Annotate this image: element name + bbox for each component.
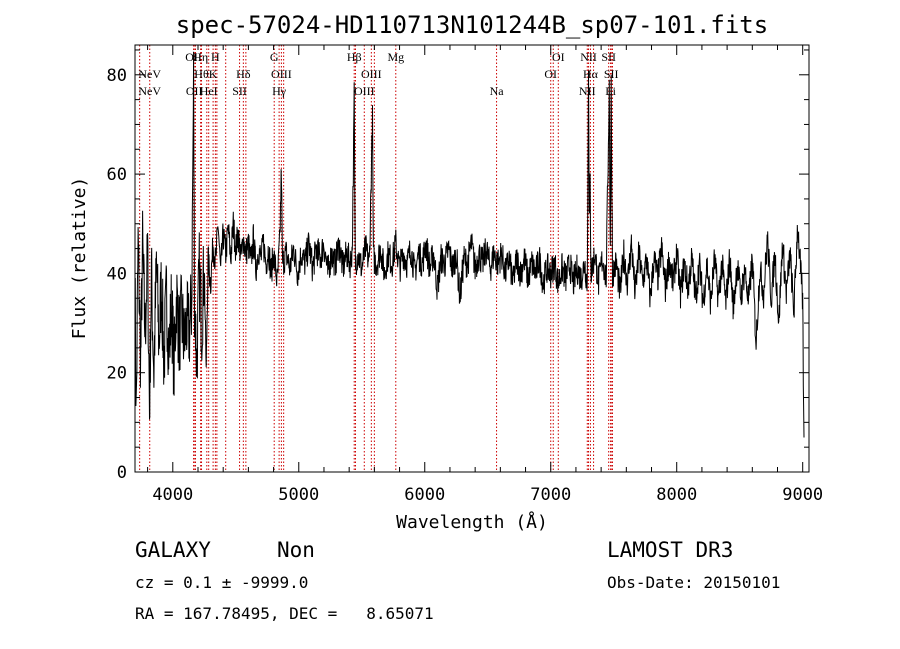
emission-line-label: SII (604, 67, 619, 81)
x-tick-label: 7000 (530, 485, 571, 505)
y-tick-label: 60 (107, 165, 127, 185)
emission-line-label: Na (490, 84, 505, 98)
spectrum-plot: spec-57024-HD110713N101244B_sp07-101.fit… (69, 11, 823, 533)
emission-line-label: Hη (193, 50, 208, 64)
x-axis-ticks: 4000 5000 6000 7000 8000 9000 (147, 45, 823, 505)
redshift-line: cz = 0.1 ± -9999.0 (135, 573, 309, 592)
emission-line-label: SII (232, 84, 247, 98)
y-tick-label: 80 (107, 66, 127, 86)
chart-title: spec-57024-HD110713N101244B_sp07-101.fit… (176, 11, 768, 39)
emission-line-label: Hδ (236, 67, 251, 81)
emission-line-label: NeV (138, 84, 161, 98)
emission-line-label: Li (605, 84, 616, 98)
emission-line-label: NII (579, 84, 596, 98)
y-tick-label: 20 (107, 364, 127, 384)
x-tick-label: 9000 (782, 485, 823, 505)
object-subclass: Non (277, 538, 315, 562)
emission-line-label: OI (544, 67, 557, 81)
observation-date: Obs-Date: 20150101 (607, 573, 781, 592)
y-tick-label: 40 (107, 264, 127, 284)
x-tick-label: 8000 (656, 485, 697, 505)
emission-line-label: Hα (583, 67, 599, 81)
emission-line-label: OIII (271, 67, 292, 81)
emission-line-label: G (270, 50, 279, 64)
coordinates-line: RA = 167.78495, DEC = 8.65071 (135, 604, 434, 623)
emission-line-label: NII (580, 50, 597, 64)
y-axis-label: Flux (relative) (69, 177, 90, 340)
emission-line-label: Mg (387, 50, 404, 64)
x-tick-label: 4000 (152, 485, 193, 505)
emission-line-label: K (209, 67, 218, 81)
emission-line-label: NeV (138, 67, 161, 81)
emission-line-label: H (211, 50, 220, 64)
emission-line-label: Hγ (272, 84, 287, 98)
y-axis-ticks: 0 20 40 60 80 (107, 49, 809, 483)
emission-line-labels: NeVNeVOIIOIIHηHθHeIHKSIIHδGOIIIHγHβOIIIO… (138, 50, 618, 98)
x-axis-label: Wavelength (Å) (396, 511, 548, 533)
object-class: GALAXY (135, 538, 211, 562)
emission-line-label: OII (186, 84, 203, 98)
emission-line-label: OI (552, 50, 565, 64)
emission-line-label: SII (601, 50, 616, 64)
emission-line-label: Hθ (194, 67, 209, 81)
emission-line-label: OIII (354, 84, 375, 98)
emission-line-label: HeI (200, 84, 218, 98)
emission-line-label: OIII (361, 67, 382, 81)
emission-line-label: Hβ (347, 50, 362, 64)
spectrum-line (135, 52, 804, 447)
y-tick-label: 0 (117, 463, 127, 483)
plot-frame (134, 44, 810, 473)
x-tick-label: 6000 (404, 485, 445, 505)
emission-line-markers (139, 45, 613, 472)
x-tick-label: 5000 (278, 485, 319, 505)
survey-name: LAMOST DR3 (607, 538, 734, 562)
